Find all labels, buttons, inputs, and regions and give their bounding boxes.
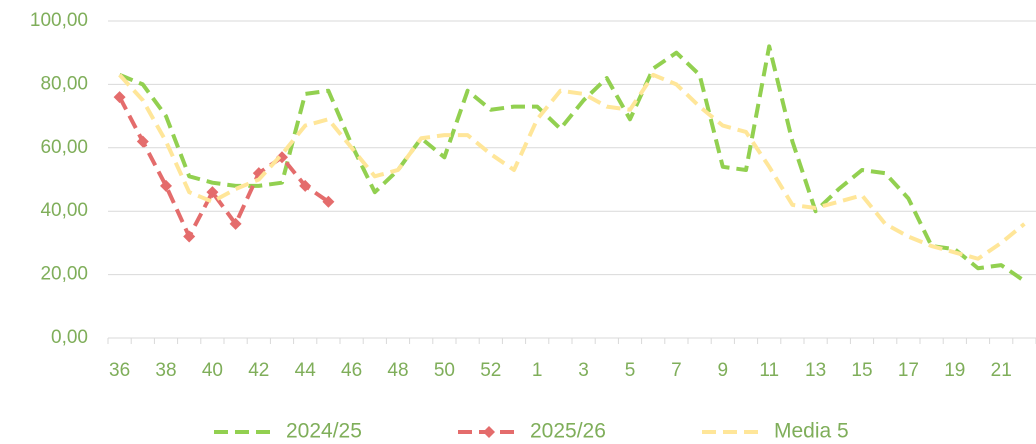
point-marker: [229, 217, 242, 230]
x-tick-label: 15: [851, 360, 872, 381]
x-tick-label: 42: [248, 360, 269, 381]
x-tick-label: 1: [532, 360, 543, 381]
legend-label: 2025/26: [530, 420, 606, 443]
series-line: [117, 96, 330, 239]
x-tick-label: 44: [295, 360, 317, 381]
x-tick-label: 3: [578, 360, 589, 381]
x-tick-label: 13: [805, 360, 826, 381]
y-tick-label: 100,00: [30, 10, 88, 31]
x-tick-label: 9: [718, 360, 729, 381]
y-tick-label: 60,00: [40, 137, 88, 158]
point-marker: [136, 135, 149, 148]
point-marker: [299, 179, 312, 192]
series-line: [118, 72, 1026, 261]
series-line: [118, 44, 1026, 283]
x-tick-label: 40: [202, 360, 223, 381]
y-tick-label: 20,00: [40, 264, 88, 285]
x-tick-label: 52: [480, 360, 501, 381]
point-marker: [183, 230, 196, 243]
x-tick-label: 36: [109, 360, 130, 381]
legend-marker: [483, 426, 495, 438]
y-tick-label: 0,00: [51, 327, 88, 348]
x-tick-label: 17: [898, 360, 919, 381]
x-tick-label: 7: [671, 360, 682, 381]
x-tick-label: 5: [625, 360, 636, 381]
legend-label: Media 5: [774, 420, 849, 443]
x-tick-label: 11: [759, 360, 779, 381]
point-marker: [113, 91, 126, 104]
x-tick-label: 38: [155, 360, 176, 381]
x-tick-label: 50: [434, 360, 455, 381]
x-tick-label: 21: [991, 360, 1012, 381]
point-marker: [206, 186, 219, 199]
point-marker: [160, 179, 172, 192]
y-tick-label: 80,00: [40, 73, 88, 94]
x-tick-label: 19: [944, 360, 965, 381]
x-tick-label: 46: [341, 360, 362, 381]
point-marker: [322, 195, 335, 208]
legend-label: 2024/25: [286, 420, 362, 443]
plot-area: [113, 44, 1026, 283]
x-tick-label: 48: [387, 360, 408, 381]
y-tick-label: 40,00: [40, 200, 88, 221]
